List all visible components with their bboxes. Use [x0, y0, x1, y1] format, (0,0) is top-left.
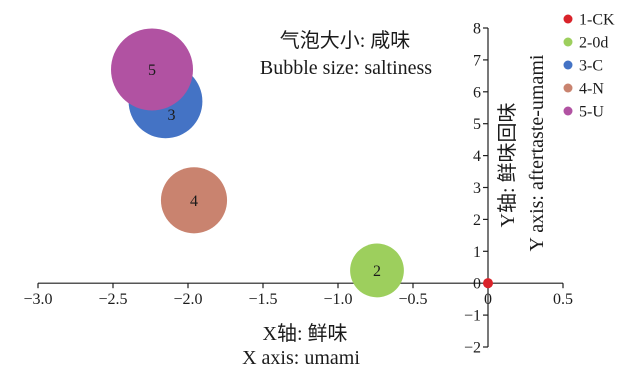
legend-label-5-u: 5-U	[579, 104, 604, 121]
bubble-4-n	[160, 167, 228, 234]
bubble-size-note-en: Bubble size: saltiness	[260, 57, 432, 79]
bubbles	[111, 28, 494, 298]
x-axis-title-cn: X轴: 鲜味	[263, 322, 348, 345]
x-tick-label: −1.5	[248, 291, 277, 308]
legend: 1-CK 2-0d 3-C 4-N 5-U	[563, 12, 615, 121]
y-tick-label: 7	[473, 52, 481, 69]
x-tick-label: −1.0	[323, 291, 352, 308]
x-tick-label: 0.5	[553, 291, 573, 308]
y-axis-title-cn: Y轴: 鲜味回味	[496, 103, 519, 228]
y-tick-label: 6	[473, 84, 481, 101]
axes: −3.0 −2.5 −2.0 −1.5 −1.0 −0.5 0 0.5876543210−1−…	[23, 21, 573, 357]
y-tick-label: 3	[473, 180, 481, 197]
bubble-size-note-cn: 气泡大小: 咸味	[280, 29, 411, 52]
bubble-5-u	[111, 28, 193, 111]
y-tick-label: 8	[473, 21, 481, 38]
legend-label-3-c: 3-C	[579, 58, 603, 75]
x-tick-label: −2.0	[173, 291, 202, 308]
legend-marker-2-0d	[563, 37, 573, 47]
legend-marker-4-n	[563, 83, 573, 93]
bubble-labels: 2 3 4 5	[148, 62, 381, 280]
legend-label-1-ck: 1-CK	[579, 12, 615, 29]
bubble-label-2-0d: 2	[373, 263, 381, 280]
y-tick-label: 2	[473, 212, 481, 229]
y-axis-title-en: Y axis: aftertaste-umami	[526, 54, 548, 251]
bubble-label-4-n: 4	[190, 193, 198, 210]
x-tick-label: −3.0	[23, 291, 52, 308]
y-tick-label: 1	[473, 244, 481, 261]
x-tick-label: −0.5	[398, 291, 427, 308]
x-tick-label: −2.5	[98, 291, 127, 308]
legend-marker-3-c	[563, 60, 573, 70]
bubble-1-ck	[482, 278, 494, 289]
y-tick-label: 5	[473, 116, 481, 133]
bubble-label-3-c: 3	[168, 107, 176, 124]
legend-marker-1-ck	[563, 14, 573, 24]
legend-label-2-0d: 2-0d	[579, 35, 608, 52]
x-axis-title-en: X axis: umami	[242, 347, 360, 369]
x-tick-label: 0	[484, 291, 492, 308]
y-tick-label: 4	[473, 148, 481, 165]
y-tick-label: −1	[464, 308, 481, 325]
chart-titles: 气泡大小: 咸味 Bubble size: saltiness X轴: 鲜味 X…	[242, 29, 548, 369]
legend-label-4-n: 4-N	[579, 81, 604, 98]
bubble-label-5-u: 5	[148, 62, 156, 79]
y-tick-label: 0	[473, 276, 481, 293]
legend-marker-5-u	[563, 106, 573, 116]
bubble-2-0d	[350, 243, 404, 298]
y-tick-label: −2	[464, 340, 481, 357]
